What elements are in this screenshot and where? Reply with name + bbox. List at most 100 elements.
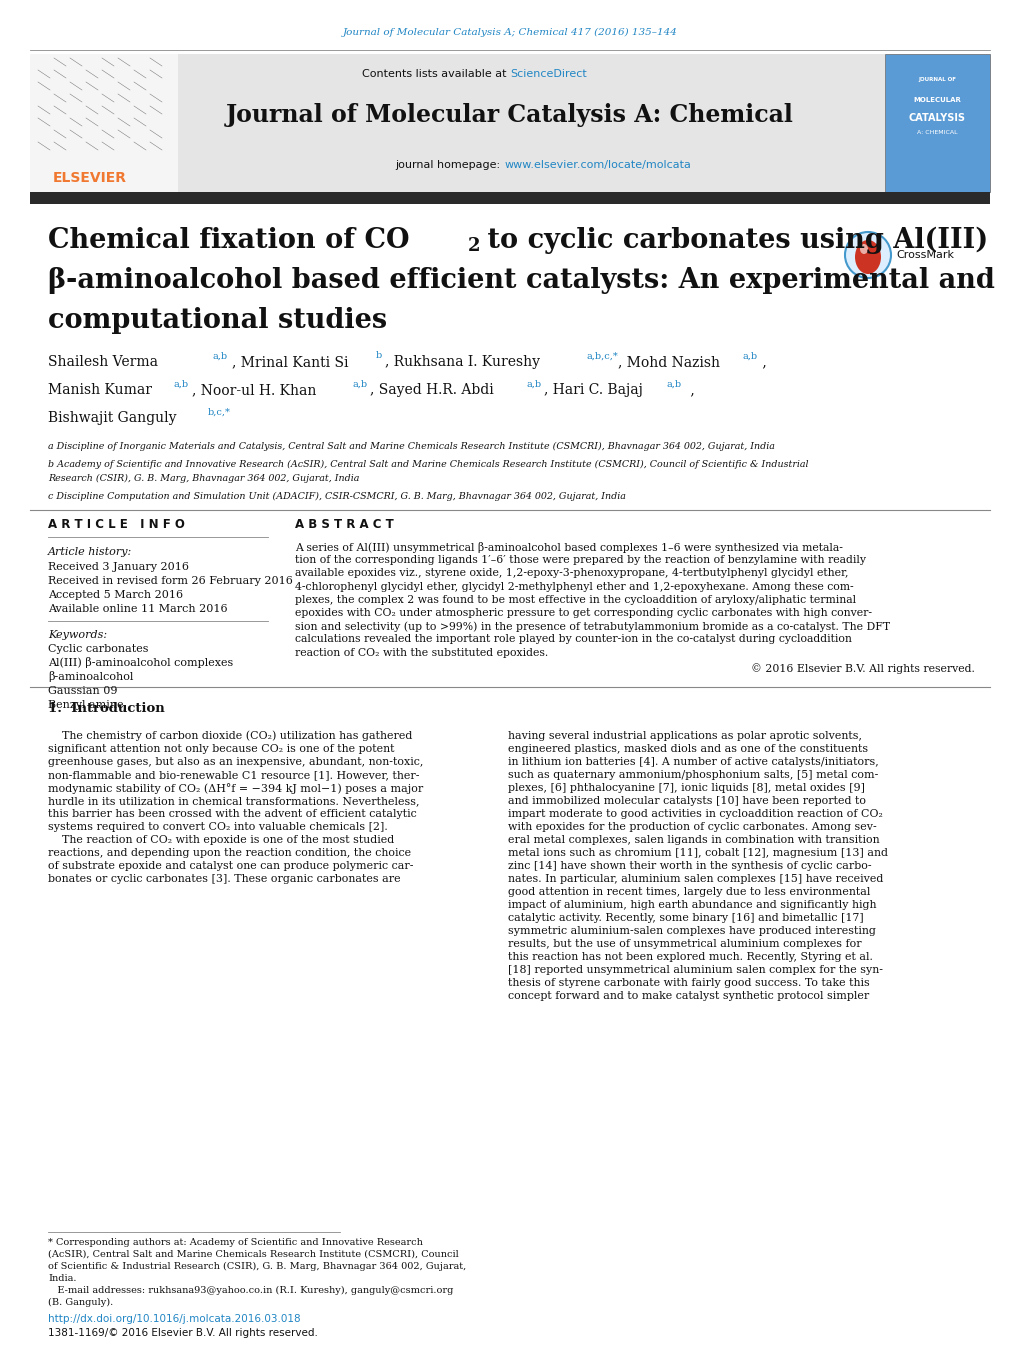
Bar [884,54,989,192]
Text: a,b: a,b [742,351,757,361]
Text: Shailesh Verma: Shailesh Verma [48,355,158,369]
Text: to cyclic carbonates using Al(III): to cyclic carbonates using Al(III) [478,227,987,254]
Text: c Discipline Computation and Simulation Unit (ADACIF), CSIR-CSMCRI, G. B. Marg, : c Discipline Computation and Simulation … [48,492,626,501]
Text: , Mrinal Kanti Si: , Mrinal Kanti Si [231,355,348,369]
Text: greenhouse gases, but also as an inexpensive, abundant, non-toxic,: greenhouse gases, but also as an inexpen… [48,757,423,767]
Text: http://dx.doi.org/10.1016/j.molcata.2016.03.018: http://dx.doi.org/10.1016/j.molcata.2016… [48,1315,301,1324]
Text: a,b,c,*: a,b,c,* [586,351,619,361]
Text: b,c,*: b,c,* [208,408,230,416]
Text: impart moderate to good activities in cycloaddition reaction of CO₂: impart moderate to good activities in cy… [507,809,882,819]
Text: , Mohd Nazish: , Mohd Nazish [618,355,719,369]
Text: tion of the corresponding ligands 1′–6′ those were prepared by the reaction of b: tion of the corresponding ligands 1′–6′ … [294,555,865,565]
Text: The reaction of CO₂ with epoxide is one of the most studied: The reaction of CO₂ with epoxide is one … [48,835,394,844]
Text: Article history:: Article history: [48,547,132,557]
Text: 4-chlorophenyl glycidyl ether, glycidyl 2-methylphenyl ether and 1,2-epoxyhexane: 4-chlorophenyl glycidyl ether, glycidyl … [294,581,853,592]
Text: a,b: a,b [666,380,682,389]
Text: nates. In particular, aluminium salen complexes [15] have received: nates. In particular, aluminium salen co… [507,874,882,884]
Text: Available online 11 March 2016: Available online 11 March 2016 [48,604,227,613]
Text: 2: 2 [468,236,480,255]
Text: eral metal complexes, salen ligands in combination with transition: eral metal complexes, salen ligands in c… [507,835,878,844]
Text: good attention in recent times, largely due to less environmental: good attention in recent times, largely … [507,886,869,897]
Ellipse shape [844,232,891,278]
Text: zinc [14] have shown their worth in the synthesis of cyclic carbo-: zinc [14] have shown their worth in the … [507,861,871,871]
Text: Al(III) β-aminoalcohol complexes: Al(III) β-aminoalcohol complexes [48,658,233,669]
Text: this reaction has not been explored much. Recently, Styring et al.: this reaction has not been explored much… [507,952,872,962]
Text: a,b: a,b [213,351,228,361]
Text: India.: India. [48,1274,76,1283]
Text: this barrier has been crossed with the advent of efficient catalytic: this barrier has been crossed with the a… [48,809,417,819]
Text: sion and selectivity (up to >99%) in the presence of tetrabutylammonium bromide : sion and selectivity (up to >99%) in the… [294,621,890,632]
Text: available epoxides viz., styrene oxide, 1,2-epoxy-3-phenoxypropane, 4-tertbutylp: available epoxides viz., styrene oxide, … [294,569,848,578]
Text: metal ions such as chromium [11], cobalt [12], magnesium [13] and: metal ions such as chromium [11], cobalt… [507,848,888,858]
Text: a,b: a,b [174,380,189,389]
Bar [30,192,989,204]
Text: Keywords:: Keywords: [48,630,107,640]
Text: b Academy of Scientific and Innovative Research (AcSIR), Central Salt and Marine: b Academy of Scientific and Innovative R… [48,459,808,469]
Text: www.elsevier.com/locate/molcata: www.elsevier.com/locate/molcata [504,159,691,170]
Text: MOLECULAR: MOLECULAR [912,97,960,103]
Text: Chemical fixation of CO: Chemical fixation of CO [48,227,409,254]
Text: of Scientific & Industrial Research (CSIR), G. B. Marg, Bhavnagar 364 002, Gujar: of Scientific & Industrial Research (CSI… [48,1262,466,1271]
Text: non-flammable and bio-renewable C1 resource [1]. However, ther-: non-flammable and bio-renewable C1 resou… [48,770,419,780]
Text: and immobilized molecular catalysts [10] have been reported to: and immobilized molecular catalysts [10]… [507,796,865,805]
Text: a Discipline of Inorganic Materials and Catalysis, Central Salt and Marine Chemi: a Discipline of Inorganic Materials and … [48,442,774,451]
Text: ,: , [686,382,694,397]
Text: A R T I C L E   I N F O: A R T I C L E I N F O [48,519,184,531]
Text: © 2016 Elsevier B.V. All rights reserved.: © 2016 Elsevier B.V. All rights reserved… [750,663,974,674]
Text: Received 3 January 2016: Received 3 January 2016 [48,562,189,571]
Text: bonates or cyclic carbonates [3]. These organic carbonates are: bonates or cyclic carbonates [3]. These … [48,874,400,884]
Text: CATALYSIS: CATALYSIS [908,113,965,123]
Text: reaction of CO₂ with the substituted epoxides.: reaction of CO₂ with the substituted epo… [294,647,548,658]
Text: b: b [376,351,382,361]
Text: modynamic stability of CO₂ (ΔH°f = −394 kJ mol−1) poses a major: modynamic stability of CO₂ (ΔH°f = −394 … [48,782,423,793]
Text: , Noor-ul H. Khan: , Noor-ul H. Khan [192,382,316,397]
Text: The chemistry of carbon dioxide (CO₂) utilization has gathered: The chemistry of carbon dioxide (CO₂) ut… [48,731,412,742]
Text: a,b: a,b [527,380,541,389]
Text: symmetric aluminium-salen complexes have produced interesting: symmetric aluminium-salen complexes have… [507,925,875,936]
Text: plexes, [6] phthalocyanine [7], ionic liquids [8], metal oxides [9]: plexes, [6] phthalocyanine [7], ionic li… [507,782,864,793]
Text: computational studies: computational studies [48,307,387,334]
Text: such as quaternary ammonium/phosphonium salts, [5] metal com-: such as quaternary ammonium/phosphonium … [507,770,877,780]
Text: A B S T R A C T: A B S T R A C T [294,519,393,531]
Text: Journal of Molecular Catalysis A: Chemical: Journal of Molecular Catalysis A: Chemic… [226,103,793,127]
Text: Research (CSIR), G. B. Marg, Bhavnagar 364 002, Gujarat, India: Research (CSIR), G. B. Marg, Bhavnagar 3… [48,473,359,482]
Text: A: CHEMICAL: A: CHEMICAL [916,130,957,135]
Text: , Sayed H.R. Abdi: , Sayed H.R. Abdi [370,382,493,397]
Text: ELSEVIER: ELSEVIER [53,172,127,185]
Text: ScienceDirect: ScienceDirect [510,69,586,78]
Text: Contents lists available at: Contents lists available at [362,69,510,78]
Text: journal homepage:: journal homepage: [394,159,503,170]
Text: ,: , [757,355,766,369]
Text: results, but the use of unsymmetrical aluminium complexes for: results, but the use of unsymmetrical al… [507,939,861,948]
Text: β-aminoalcohol: β-aminoalcohol [48,671,133,682]
Text: (B. Ganguly).: (B. Ganguly). [48,1298,113,1308]
Text: epoxides with CO₂ under atmospheric pressure to get corresponding cyclic carbona: epoxides with CO₂ under atmospheric pres… [294,608,871,617]
Text: plexes, the complex 2 was found to be most effective in the cycloaddition of ary: plexes, the complex 2 was found to be mo… [294,594,855,605]
Text: (AcSIR), Central Salt and Marine Chemicals Research Institute (CSMCRI), Council: (AcSIR), Central Salt and Marine Chemica… [48,1250,459,1259]
Text: Cyclic carbonates: Cyclic carbonates [48,644,149,654]
Text: a,b: a,b [353,380,368,389]
Text: , Hari C. Bajaj: , Hari C. Bajaj [543,382,642,397]
Text: A series of Al(III) unsymmetrical β-aminoalcohol based complexes 1–6 were synthe: A series of Al(III) unsymmetrical β-amin… [294,542,842,553]
Bar [30,54,178,192]
Bar [30,54,884,192]
Text: in lithium ion batteries [4]. A number of active catalysts/initiators,: in lithium ion batteries [4]. A number o… [507,757,878,767]
Text: CrossMark: CrossMark [895,250,953,259]
Text: [18] reported unsymmetrical aluminium salen complex for the syn-: [18] reported unsymmetrical aluminium sa… [507,965,882,975]
Text: hurdle in its utilization in chemical transformations. Nevertheless,: hurdle in its utilization in chemical tr… [48,796,419,805]
Text: thesis of styrene carbonate with fairly good success. To take this: thesis of styrene carbonate with fairly … [507,978,869,988]
Text: Received in revised form 26 February 2016: Received in revised form 26 February 201… [48,576,292,586]
Text: β-aminoalcohol based efficient catalysts: An experimental and: β-aminoalcohol based efficient catalysts… [48,266,994,293]
Text: Journal of Molecular Catalysis A; Chemical 417 (2016) 135–144: Journal of Molecular Catalysis A; Chemic… [342,27,677,36]
Text: impact of aluminium, high earth abundance and significantly high: impact of aluminium, high earth abundanc… [507,900,875,909]
Text: engineered plastics, masked diols and as one of the constituents: engineered plastics, masked diols and as… [507,744,867,754]
Text: E-mail addresses: rukhsana93@yahoo.co.in (R.I. Kureshy), ganguly@csmcri.org: E-mail addresses: rukhsana93@yahoo.co.in… [48,1286,452,1296]
Text: with epoxides for the production of cyclic carbonates. Among sev-: with epoxides for the production of cycl… [507,821,876,832]
Text: Benzyl amine: Benzyl amine [48,700,123,711]
Ellipse shape [854,240,880,274]
Text: , Rukhsana I. Kureshy: , Rukhsana I. Kureshy [384,355,539,369]
Text: Accepted 5 March 2016: Accepted 5 March 2016 [48,590,183,600]
Text: calculations revealed the important role played by counter-ion in the co-catalys: calculations revealed the important role… [294,635,851,644]
Text: catalytic activity. Recently, some binary [16] and bimetallic [17]: catalytic activity. Recently, some binar… [507,913,863,923]
Ellipse shape [859,245,867,254]
